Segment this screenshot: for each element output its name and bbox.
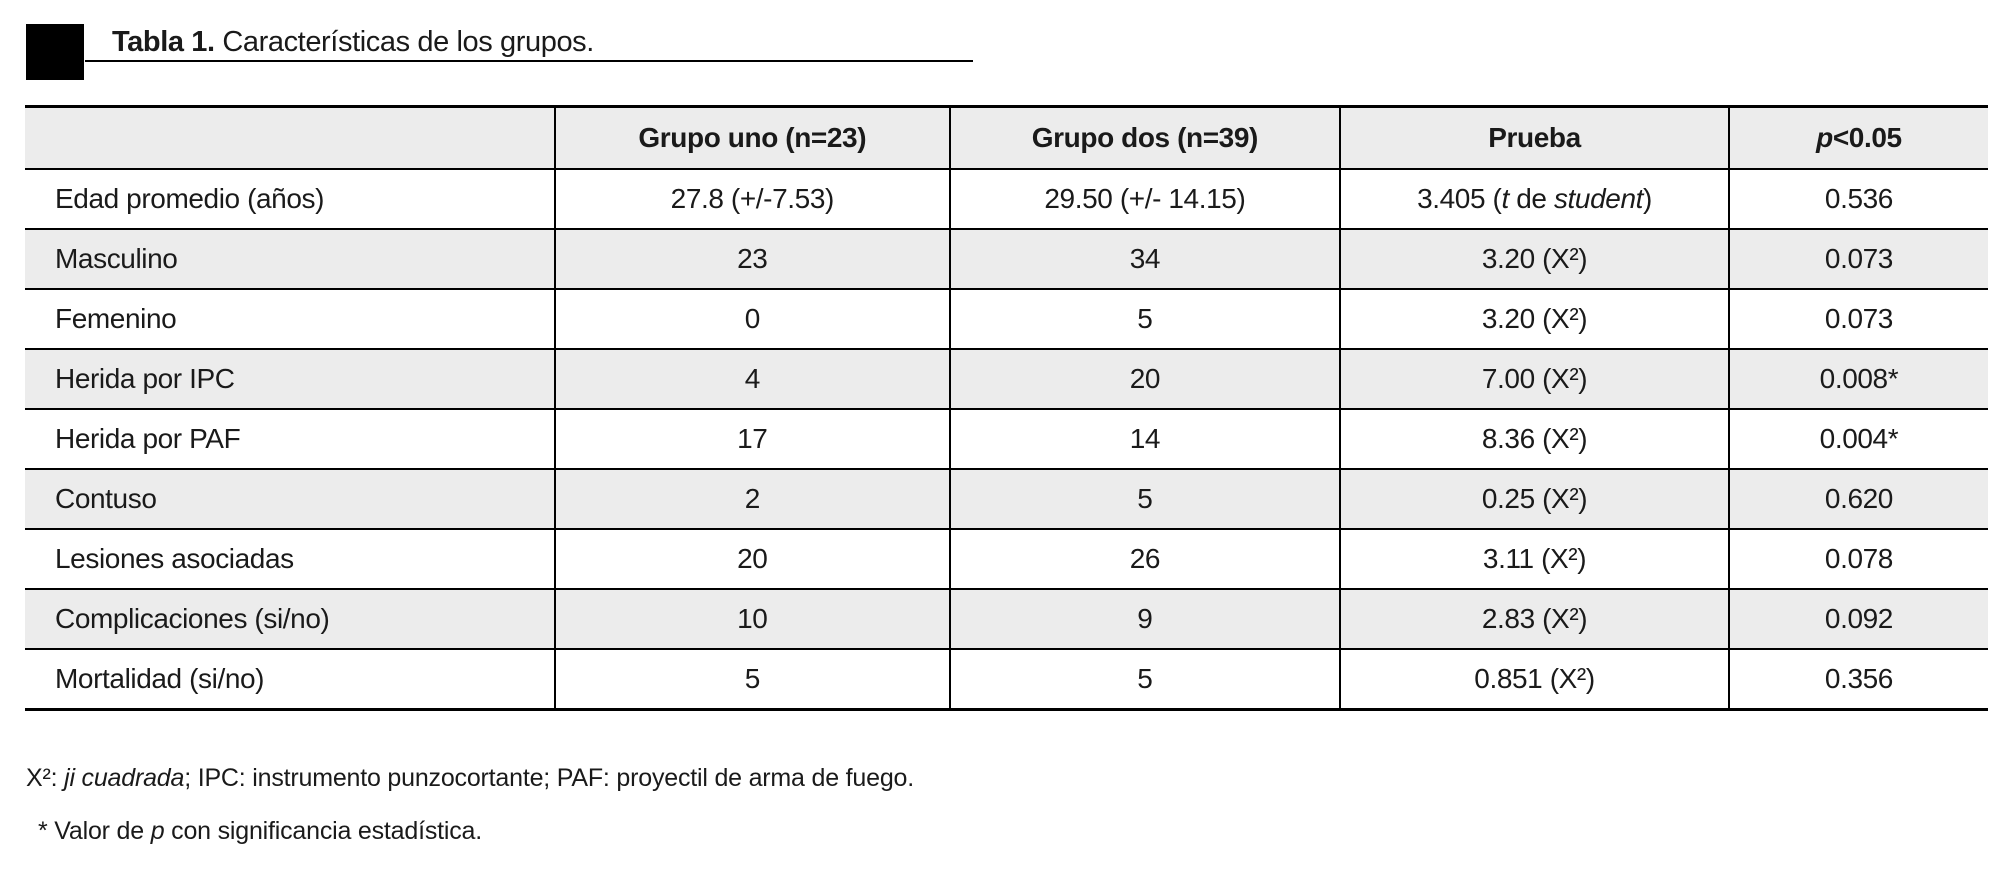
table-row: Complicaciones (si/no) 10 9 2.83 (X²) 0.092 (25, 589, 1988, 650)
value-cell: 27.8 (+/-7.53) (555, 169, 951, 230)
value-cell: 5 (949, 649, 1342, 710)
value-cell: 17 (555, 409, 951, 470)
value-cell: 8.36 (X²) (1340, 409, 1730, 470)
column-header: p<0.05 (1728, 106, 1988, 170)
characteristics-table: Grupo uno (n=23) Grupo dos (n=39) Prueba p<… (25, 105, 1988, 711)
row-label-cell: Herida por PAF (25, 409, 556, 470)
footnote-abbreviations: X²: ji cuadrada; IPC: instrumento punzoc… (26, 764, 914, 792)
table-number-label: Tabla 1. (112, 26, 215, 58)
table-row: Herida por PAF 17 14 8.36 (X²) 0.004* (25, 409, 1988, 470)
value-cell: 3.20 (X²) (1340, 289, 1730, 350)
value-cell: 0 (555, 289, 951, 350)
row-label-cell: Masculino (25, 229, 556, 290)
value-cell: 9 (949, 589, 1342, 650)
row-label-cell: Lesiones asociadas (25, 529, 556, 590)
value-cell: 34 (949, 229, 1342, 290)
value-cell: 0.851 (X²) (1340, 649, 1730, 710)
value-cell: 0.536 (1728, 169, 1988, 230)
table-title-text: Características de los grupos. (222, 26, 594, 58)
value-cell: 3.20 (X²) (1340, 229, 1730, 290)
row-label-cell: Contuso (25, 469, 556, 530)
value-cell: 5 (949, 469, 1342, 530)
page-title: Tabla 1. Características de los grupos. (112, 26, 594, 59)
table-header: Grupo uno (n=23) Grupo dos (n=39) Prueba p<… (25, 106, 1988, 170)
value-cell: 0.356 (1824, 663, 1893, 694)
value-cell: 29.50 (+/- 14.15) (949, 169, 1342, 230)
value-cell: 26 (949, 529, 1342, 590)
table-row: Herida por IPC 4 20 7.00 (X²) 0.008* (25, 349, 1988, 410)
value-cell: 7.00 (X²) (1340, 349, 1730, 410)
footnote-significance: * Valor de p con significancia estadísti… (38, 817, 482, 845)
row-label-cell: Edad promedio (años) (25, 169, 556, 230)
value-cell: 0.620 (1728, 469, 1988, 530)
title-underline (85, 60, 973, 62)
characteristics-table-wrapper: Grupo uno (n=23) Grupo dos (n=39) Prueba p<… (25, 105, 1988, 711)
value-cell: 0.25 (X²) (1340, 469, 1730, 530)
value-cell: 3.11 (X²) (1340, 529, 1730, 590)
table-row: Mortalidad (si/no) 5 5 0.851 (X²) 0.356 (25, 649, 1988, 710)
row-label-cell: Mortalidad (si/no) (25, 649, 556, 710)
row-label-cell: Femenino (25, 289, 556, 350)
value-cell: 0.092 (1728, 589, 1988, 650)
table-row: Masculino 23 34 3.20 (X²) 0.073 (25, 229, 1988, 290)
row-label-cell: Complicaciones (si/no) (25, 589, 556, 650)
value-cell: 5 (949, 289, 1342, 350)
value-cell: 10 (555, 589, 951, 650)
value-cell: 0.073 (1728, 289, 1988, 350)
column-header: Grupo dos (n=39) (949, 106, 1342, 170)
table-row: Femenino 0 5 3.20 (X²) 0.073 (25, 289, 1988, 350)
value-cell: 20 (949, 349, 1342, 410)
table-body: Edad promedio (años) 27.8 (+/-7.53) 29.50 … (25, 169, 1988, 710)
header-cell-empty (25, 106, 556, 170)
value-cell: 5 (555, 649, 951, 710)
value-cell: 0.004* (1728, 409, 1988, 470)
value-cell: 14 (949, 409, 1342, 470)
value-cell: 2.83 (X²) (1340, 589, 1730, 650)
table-row: Contuso 2 5 0.25 (X²) 0.620 (25, 469, 1988, 530)
value-cell: 23 (555, 229, 951, 290)
value-cell: 20 (555, 529, 951, 590)
value-cell: 3.405 (t de student) (1340, 169, 1730, 230)
value-cell: 2 (555, 469, 951, 530)
column-header: Prueba (1340, 106, 1730, 170)
header-row: Grupo uno (n=23) Grupo dos (n=39) Prueba p<… (25, 106, 1988, 170)
title-marker-square (26, 24, 84, 80)
value-cell: 0.073 (1728, 229, 1988, 290)
table-row: Lesiones asociadas 20 26 3.11 (X²) 0.078 (25, 529, 1988, 590)
row-label-cell: Herida por IPC (25, 349, 556, 410)
value-cell: 4 (555, 349, 951, 410)
value-cell: 0.078 (1728, 529, 1988, 590)
value-cell: 0.008* (1728, 349, 1988, 410)
column-header: Grupo uno (n=23) (555, 106, 951, 170)
table-row: Edad promedio (años) 27.8 (+/-7.53) 29.50 … (25, 169, 1988, 230)
